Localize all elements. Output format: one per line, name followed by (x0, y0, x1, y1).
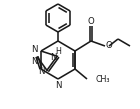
Text: N: N (31, 57, 37, 66)
Text: N: N (50, 53, 56, 62)
Text: O: O (106, 41, 112, 49)
Text: O: O (88, 16, 94, 26)
Text: N: N (55, 81, 61, 89)
Text: N: N (31, 45, 37, 54)
Text: N: N (38, 67, 45, 76)
Text: CH₃: CH₃ (95, 74, 109, 83)
Text: H: H (55, 47, 61, 56)
